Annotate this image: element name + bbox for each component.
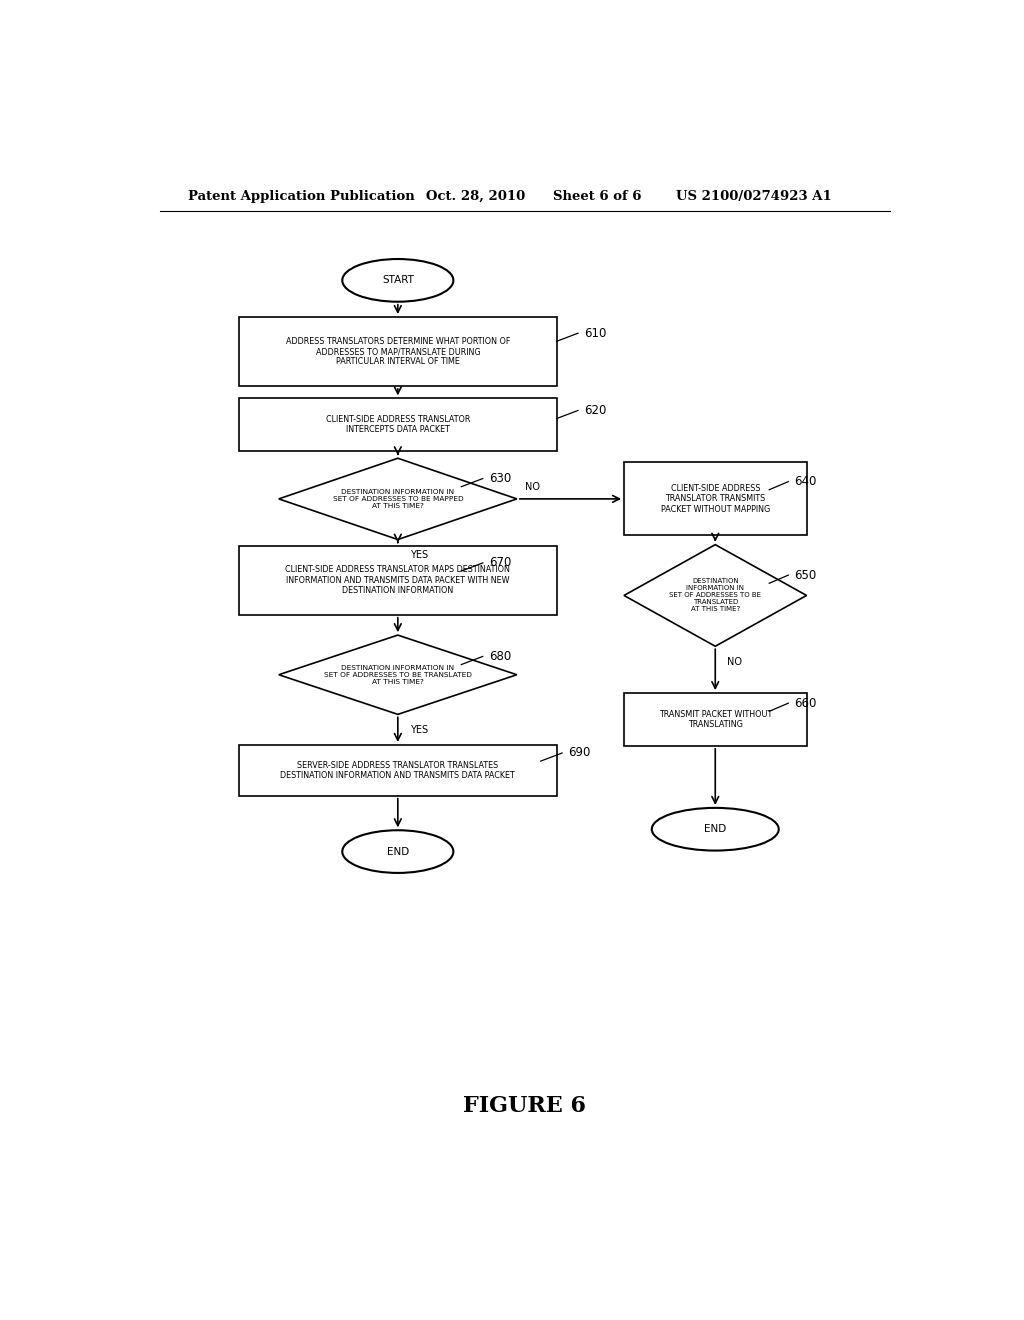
Text: DESTINATION INFORMATION IN
SET OF ADDRESSES TO BE TRANSLATED
AT THIS TIME?: DESTINATION INFORMATION IN SET OF ADDRES… [324, 665, 472, 685]
Text: CLIENT-SIDE ADDRESS TRANSLATOR MAPS DESTINATION
INFORMATION AND TRANSMITS DATA P: CLIENT-SIDE ADDRESS TRANSLATOR MAPS DEST… [286, 565, 510, 595]
Text: SERVER-SIDE ADDRESS TRANSLATOR TRANSLATES
DESTINATION INFORMATION AND TRANSMITS : SERVER-SIDE ADDRESS TRANSLATOR TRANSLATE… [281, 760, 515, 780]
Text: US 2100/0274923 A1: US 2100/0274923 A1 [676, 190, 831, 202]
Text: 610: 610 [585, 327, 606, 339]
Text: 680: 680 [489, 649, 511, 663]
Ellipse shape [342, 830, 454, 873]
Text: NO: NO [524, 482, 540, 491]
Text: YES: YES [410, 725, 428, 735]
Text: NO: NO [727, 656, 742, 667]
Polygon shape [279, 635, 517, 714]
Text: 640: 640 [795, 475, 817, 488]
Text: 690: 690 [568, 747, 591, 759]
Text: CLIENT-SIDE ADDRESS TRANSLATOR
INTERCEPTS DATA PACKET: CLIENT-SIDE ADDRESS TRANSLATOR INTERCEPT… [326, 414, 470, 434]
Ellipse shape [342, 259, 454, 302]
Text: Sheet 6 of 6: Sheet 6 of 6 [553, 190, 641, 202]
Text: 650: 650 [795, 569, 817, 582]
Text: CLIENT-SIDE ADDRESS
TRANSLATOR TRANSMITS
PACKET WITHOUT MAPPING: CLIENT-SIDE ADDRESS TRANSLATOR TRANSMITS… [660, 484, 770, 513]
Text: DESTINATION
INFORMATION IN
SET OF ADDRESSES TO BE
TRANSLATED
AT THIS TIME?: DESTINATION INFORMATION IN SET OF ADDRES… [670, 578, 761, 612]
Text: ADDRESS TRANSLATORS DETERMINE WHAT PORTION OF
ADDRESSES TO MAP/TRANSLATE DURING
: ADDRESS TRANSLATORS DETERMINE WHAT PORTI… [286, 337, 510, 367]
Text: 620: 620 [585, 404, 606, 417]
Polygon shape [279, 458, 517, 540]
FancyBboxPatch shape [624, 462, 807, 536]
FancyBboxPatch shape [240, 317, 557, 385]
Polygon shape [624, 545, 807, 647]
Ellipse shape [651, 808, 779, 850]
FancyBboxPatch shape [240, 545, 557, 615]
Text: START: START [382, 276, 414, 285]
Text: 630: 630 [489, 473, 511, 484]
Text: Oct. 28, 2010: Oct. 28, 2010 [426, 190, 525, 202]
Text: END: END [387, 846, 409, 857]
Text: DESTINATION INFORMATION IN
SET OF ADDRESSES TO BE MAPPED
AT THIS TIME?: DESTINATION INFORMATION IN SET OF ADDRES… [333, 488, 463, 510]
Text: YES: YES [410, 550, 428, 560]
Text: 660: 660 [795, 697, 817, 710]
FancyBboxPatch shape [624, 693, 807, 746]
Text: 670: 670 [489, 557, 511, 569]
Text: END: END [705, 824, 726, 834]
Text: Patent Application Publication: Patent Application Publication [187, 190, 415, 202]
Text: FIGURE 6: FIGURE 6 [463, 1094, 587, 1117]
Text: TRANSMIT PACKET WITHOUT
TRANSLATING: TRANSMIT PACKET WITHOUT TRANSLATING [658, 710, 772, 729]
FancyBboxPatch shape [240, 399, 557, 451]
FancyBboxPatch shape [240, 744, 557, 796]
